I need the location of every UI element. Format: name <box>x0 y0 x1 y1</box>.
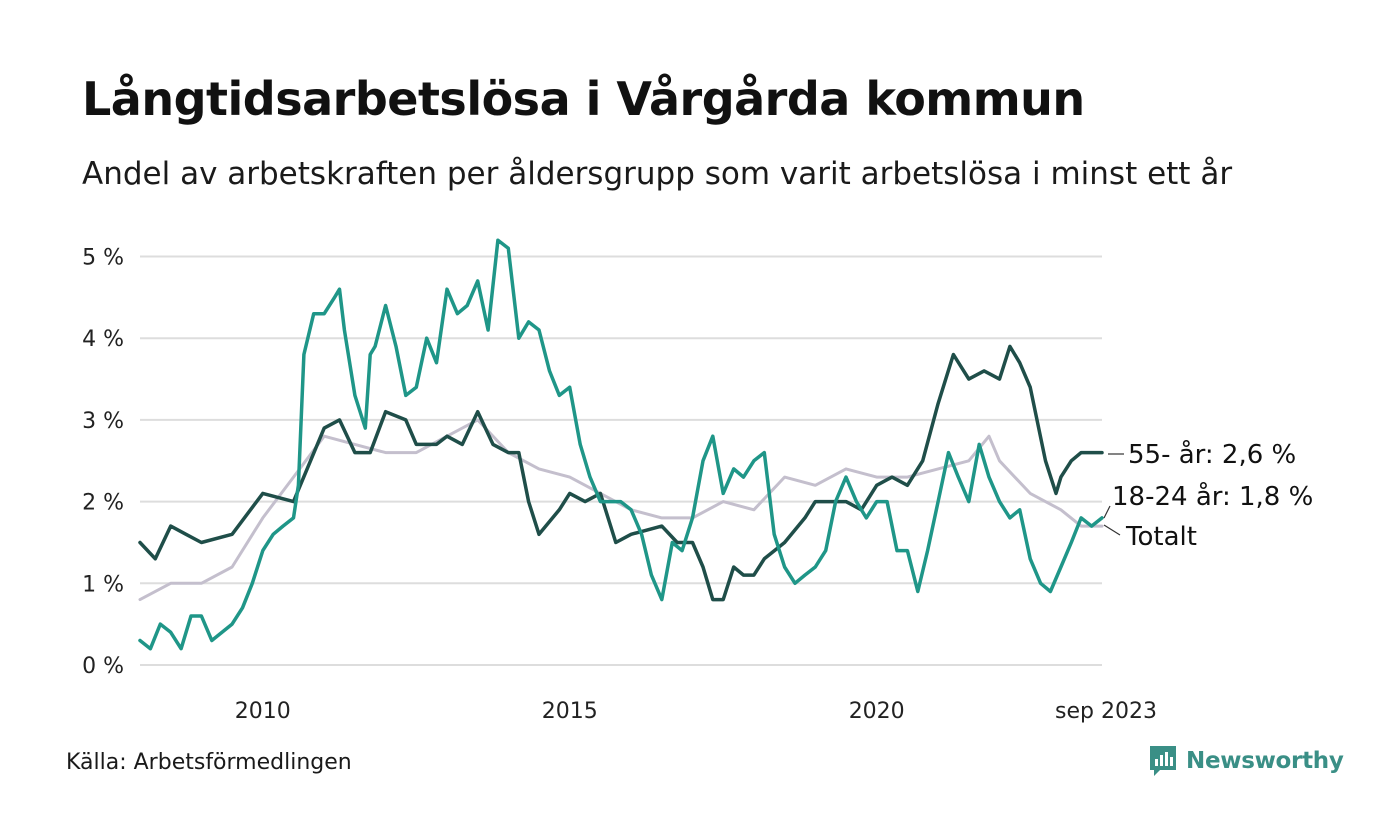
y-tick-label: 2 % <box>82 491 124 516</box>
x-tick-label: 2010 <box>235 699 291 724</box>
label-leader-total <box>1103 524 1121 536</box>
y-tick-label: 0 % <box>82 654 124 679</box>
x-axis-tick-labels: 2010 2015 2020 sep 2023 <box>235 699 1157 724</box>
newsworthy-logo-icon <box>1150 746 1176 776</box>
series-label-age18_24: 18-24 år: 1,8 % <box>1112 481 1313 512</box>
source-note: Källa: Arbetsförmedlingen <box>66 750 352 775</box>
x-tick-label: 2015 <box>542 699 598 724</box>
gridlines <box>140 255 1102 666</box>
y-axis-tick-labels: 0 % 1 % 2 % 3 % 4 % 5 % <box>82 246 124 680</box>
series-line-age18_24 <box>138 238 1104 651</box>
chart-subtitle: Andel av arbetskraften per åldersgrupp s… <box>82 156 1233 192</box>
label-leader-age18_24 <box>1103 505 1111 519</box>
series-lines <box>138 238 1104 651</box>
y-tick-label: 5 % <box>82 246 124 271</box>
x-tick-label: sep 2023 <box>1055 699 1157 724</box>
brand-name: Newsworthy <box>1186 748 1344 774</box>
y-tick-label: 3 % <box>82 409 124 434</box>
series-label-total: Totalt <box>1125 522 1197 552</box>
x-tick-label: 2020 <box>849 699 905 724</box>
chart-title: Långtidsarbetslösa i Vårgårda kommun <box>82 72 1085 126</box>
y-tick-label: 1 % <box>82 572 124 597</box>
series-end-labels: Totalt 55- år: 2,6 % 18-24 år: 1,8 % <box>1103 439 1313 552</box>
brand-logo: Newsworthy <box>1148 744 1344 778</box>
y-tick-label: 4 % <box>82 327 124 352</box>
series-label-age55: 55- år: 2,6 % <box>1128 439 1296 470</box>
series-line-total <box>138 418 1104 602</box>
